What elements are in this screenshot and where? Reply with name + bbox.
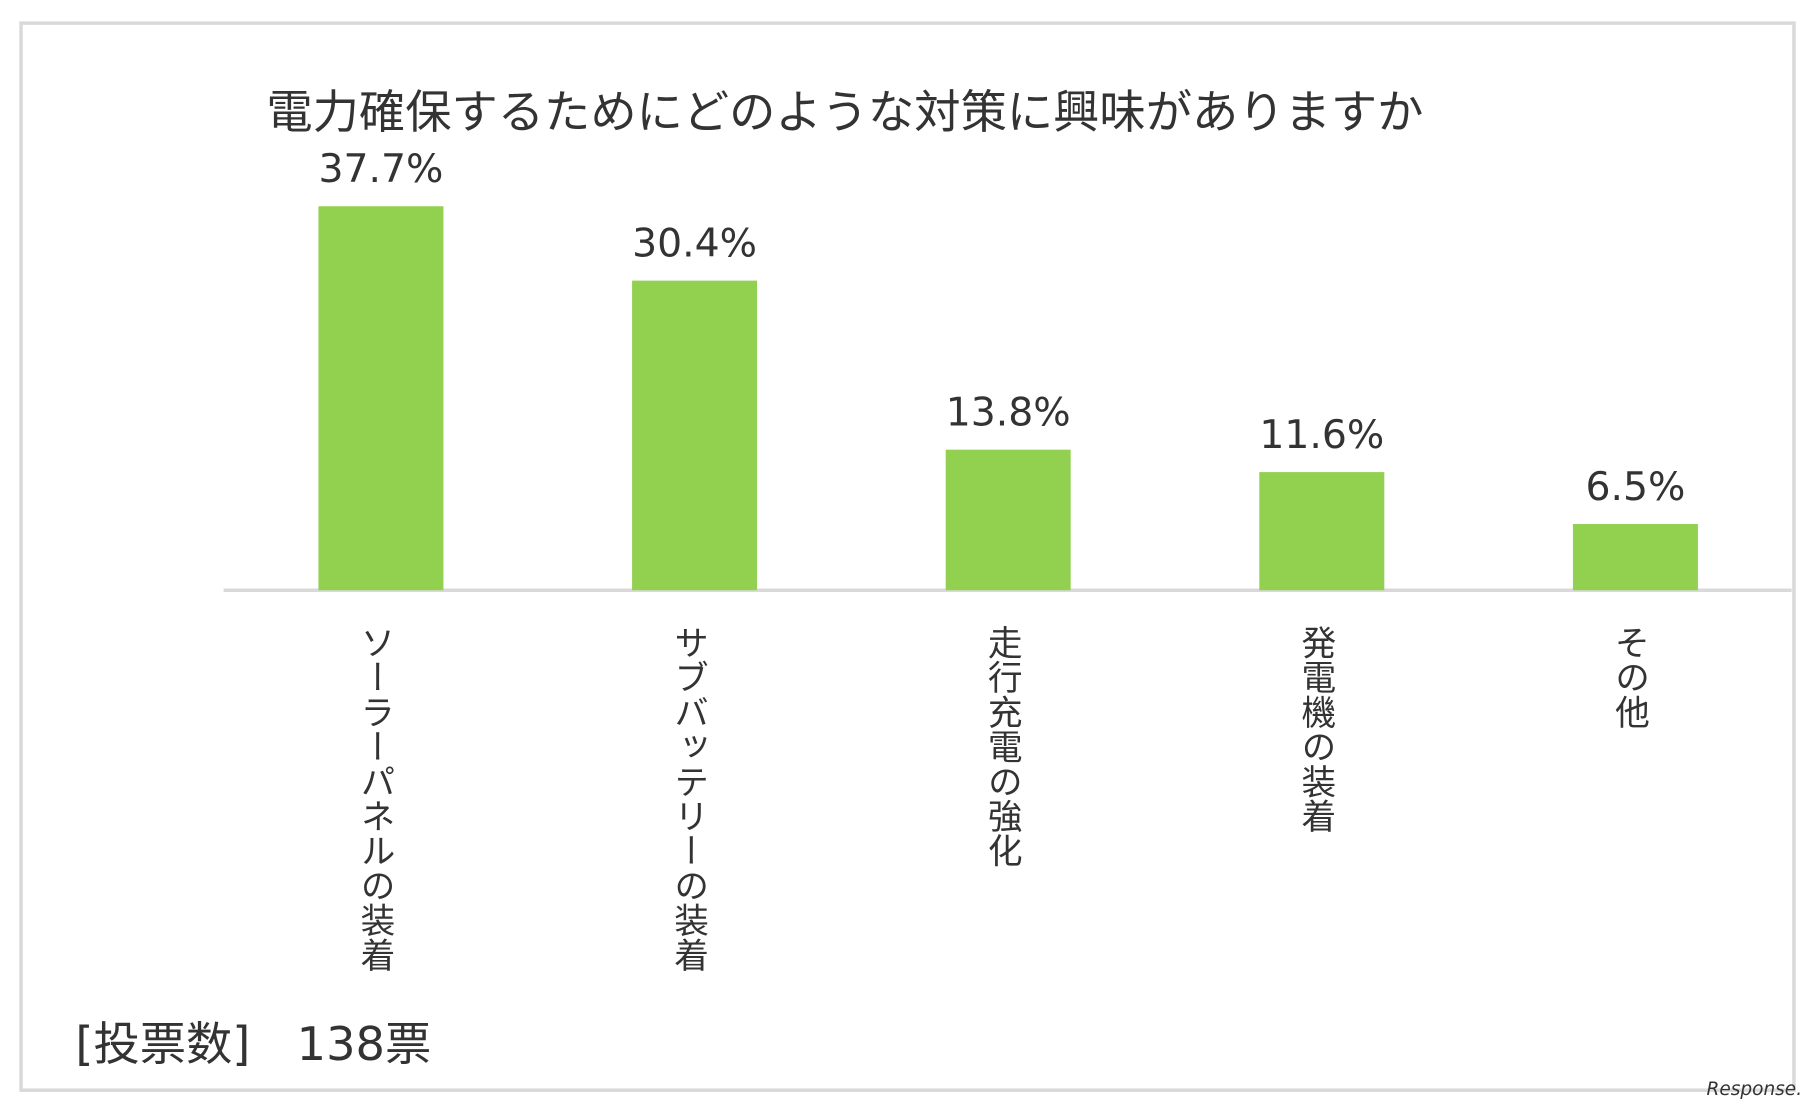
bar	[632, 280, 758, 591]
bar	[1259, 472, 1385, 591]
data-label: 37.7%	[318, 146, 443, 192]
bar	[318, 206, 444, 591]
x-tick-label: 発電機の装着	[1295, 625, 1336, 833]
bar	[1572, 524, 1698, 591]
data-label: 30.4%	[632, 220, 757, 266]
data-label: 13.8%	[946, 389, 1071, 435]
frame	[19, 21, 1796, 1092]
x-tick-label: その他	[1608, 625, 1649, 729]
x-tick-label: サブバッテリーの装着	[668, 625, 708, 972]
x-tick-label: 走行充電の強化	[981, 625, 1022, 868]
data-label: 11.6%	[1259, 412, 1384, 458]
watermark: Response.	[1707, 1079, 1803, 1100]
x-tick-label: ソーラーパネルの装着	[354, 625, 394, 972]
chart-title: 電力確保するためにどのような対策に興味がありますか	[266, 85, 1423, 139]
data-label: 6.5%	[1585, 464, 1685, 510]
bar	[945, 449, 1071, 591]
note: [投票数] 138票	[75, 1017, 431, 1071]
